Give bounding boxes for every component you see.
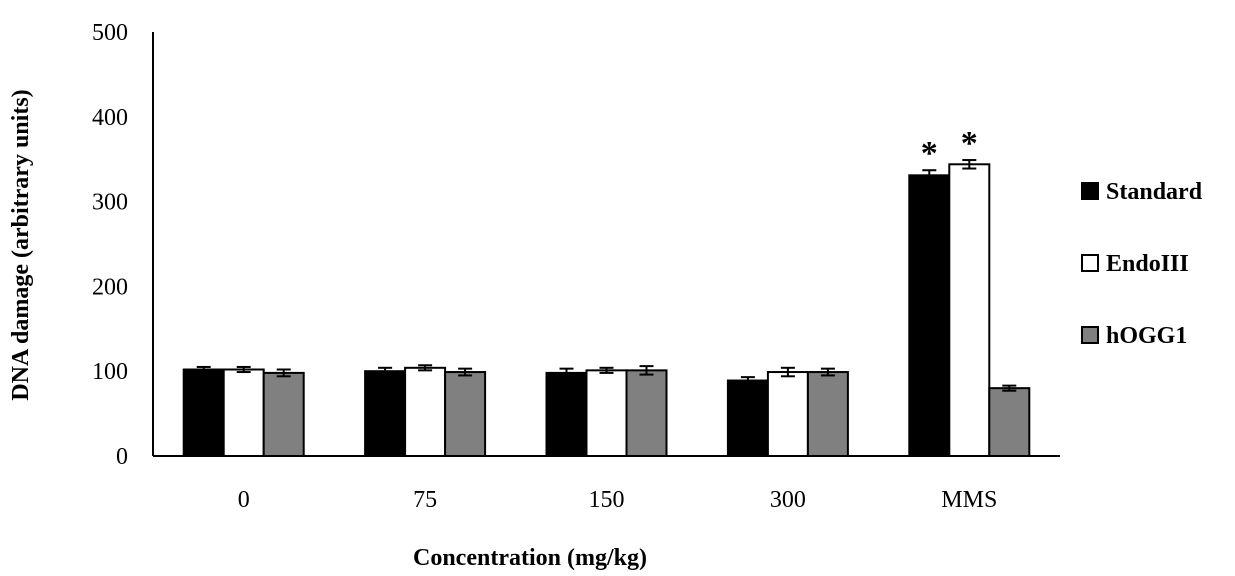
y-axis-ticks: 0 100 200 300 400 500 — [92, 20, 128, 470]
significance-asterisk: * — [961, 125, 978, 162]
y-axis-title: DNA damage (arbitrary units) — [8, 89, 34, 400]
x-axis-tick-labels: 0 75 150 300 MMS — [238, 487, 998, 513]
x-tick-label: 0 — [238, 487, 250, 513]
bar-standard-mms — [908, 174, 951, 457]
bar-endoiii-mms — [948, 163, 991, 457]
x-axis-title: Concentration (mg/kg) — [413, 545, 647, 571]
bar-hogg1-300 — [806, 371, 849, 458]
y-tick-label: 500 — [92, 20, 128, 46]
y-tick-label: 100 — [92, 359, 128, 385]
bar-hogg1-75 — [444, 371, 487, 458]
y-tick-label: 0 — [116, 444, 128, 470]
bar-endoiii-150 — [585, 369, 628, 457]
legend: Standard EndoIII hOGG1 — [1081, 179, 1203, 349]
legend-swatch-standard — [1081, 182, 1099, 200]
y-tick-label: 400 — [92, 105, 128, 131]
bar-standard-150 — [545, 371, 588, 457]
bar-marks — [182, 163, 1031, 458]
y-tick-label: 200 — [92, 274, 128, 300]
bar-standard-300 — [726, 379, 769, 458]
significance-marks: * * — [921, 125, 978, 172]
bar-hogg1-0 — [262, 371, 305, 457]
legend-label-hogg1: hOGG1 — [1106, 323, 1187, 349]
bar-hogg1-150 — [625, 369, 668, 457]
bar-endoiii-75 — [404, 366, 447, 458]
x-tick-label: 300 — [770, 487, 806, 513]
y-tick-label: 300 — [92, 190, 128, 216]
legend-label-standard: Standard — [1106, 179, 1203, 205]
x-tick-label: 75 — [413, 487, 437, 513]
x-tick-label: MMS — [941, 487, 997, 513]
bar-standard-0 — [182, 368, 225, 457]
x-tick-label: 150 — [589, 487, 625, 513]
bar-endoiii-300 — [766, 371, 809, 458]
significance-asterisk: * — [921, 135, 938, 172]
legend-swatch-endoiii — [1081, 254, 1099, 272]
error-bar-marks — [196, 159, 1017, 392]
legend-swatch-hogg1 — [1081, 326, 1099, 344]
bar-hogg1-mms — [988, 387, 1031, 457]
bar-standard-75 — [364, 370, 407, 458]
legend-label-endoiii: EndoIII — [1106, 251, 1189, 277]
bar-endoiii-0 — [222, 368, 265, 457]
